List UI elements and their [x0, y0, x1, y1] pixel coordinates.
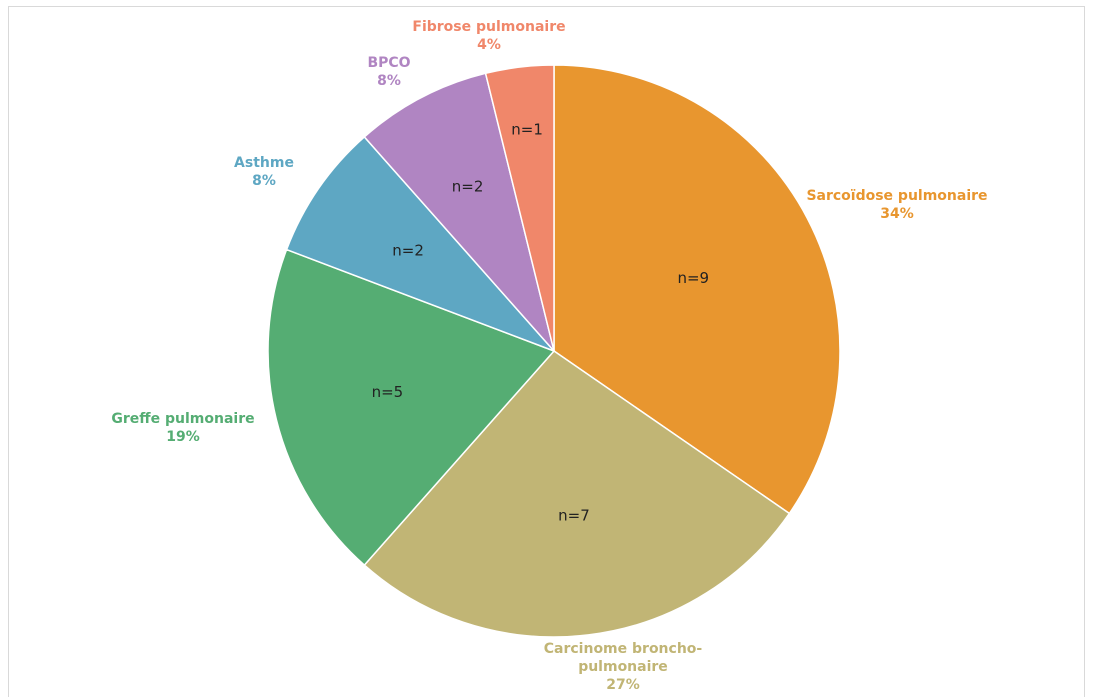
category-label-line: BPCO — [367, 55, 410, 71]
pie-slice-sarcoidose-pulmonaire — [553, 64, 841, 515]
category-label-line: pulmonaire — [578, 659, 668, 675]
chart-frame: n=9 n=7 n=5 n=2 n=2 n=1 Sarcoïdose pulmonaire… — [8, 6, 1085, 697]
count-label-sarcoidose-pulmonaire: n=9 — [677, 269, 709, 287]
pie-slice-fibrose-pulmonaire — [484, 64, 555, 352]
count-label-bpco: n=2 — [452, 177, 484, 195]
category-label-line: 4% — [477, 37, 501, 53]
category-label-line: 19% — [166, 429, 200, 445]
category-label-sarcoidose-pulmonaire: Sarcoïdose pulmonaire 34% — [806, 188, 987, 222]
category-label-line: 34% — [880, 206, 914, 222]
category-label-line: Asthme — [234, 155, 294, 171]
count-label-carcinome-broncho-pulmonaire: n=7 — [558, 507, 590, 525]
category-label-line: Fibrose pulmonaire — [412, 19, 565, 35]
category-label-bpco: BPCO 8% — [367, 55, 410, 89]
pie-slice-asthme — [285, 135, 555, 352]
pie-chart: n=9 n=7 n=5 n=2 n=2 n=1 Sarcoïdose pulmonaire… — [111, 19, 987, 693]
count-label-greffe-pulmonaire: n=5 — [372, 383, 404, 401]
category-label-fibrose-pulmonaire: Fibrose pulmonaire 4% — [412, 19, 565, 53]
category-label-line: Sarcoïdose pulmonaire — [806, 188, 987, 204]
category-labels: Sarcoïdose pulmonaire 34% Carcinome bronch… — [111, 19, 987, 693]
count-label-asthme: n=2 — [392, 241, 424, 259]
pie-slices — [267, 64, 841, 638]
pie-slice-greffe-pulmonaire — [267, 248, 556, 567]
category-label-line: 27% — [606, 677, 640, 693]
category-label-asthme: Asthme 8% — [234, 155, 294, 189]
count-label-fibrose-pulmonaire: n=1 — [511, 121, 543, 139]
category-label-carcinome-broncho-pulmonaire: Carcinome broncho-pulmonaire 27% — [544, 641, 703, 693]
category-label-line: 8% — [252, 173, 276, 189]
category-label-line: Greffe pulmonaire — [111, 411, 254, 427]
category-label-greffe-pulmonaire: Greffe pulmonaire 19% — [111, 411, 254, 445]
category-label-line: 8% — [377, 73, 401, 89]
pie-slice-carcinome-broncho-pulmonaire — [363, 350, 791, 638]
category-label-line: Carcinome broncho- — [544, 641, 703, 657]
count-labels: n=9 n=7 n=5 n=2 n=2 n=1 — [372, 121, 710, 525]
pie-slice-bpco — [363, 72, 555, 352]
